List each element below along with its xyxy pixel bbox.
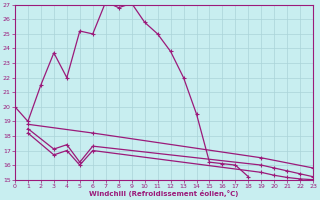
X-axis label: Windchill (Refroidissement éolien,°C): Windchill (Refroidissement éolien,°C): [89, 190, 239, 197]
